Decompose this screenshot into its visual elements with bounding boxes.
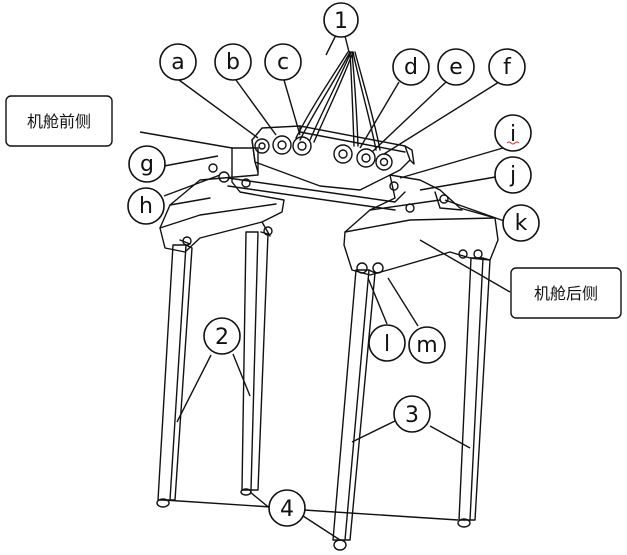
- text-boxes: [5, 95, 622, 319]
- beam-pins: [208, 135, 449, 213]
- leader-lines: [139, 34, 511, 541]
- label-3: 3: [405, 403, 419, 428]
- label-f: f: [503, 55, 512, 80]
- spellcheck-squiggle: [506, 141, 520, 145]
- label-1: 1: [334, 9, 348, 34]
- label-e: e: [449, 55, 463, 80]
- front-right-leg: [332, 269, 376, 551]
- label-texts: 1 a b c d e f g h i j k l m 2 3 4 机舱前侧 机…: [27, 9, 598, 522]
- label-m: m: [416, 333, 437, 358]
- front-left-leg: [156, 244, 193, 508]
- label-i: i: [510, 122, 516, 147]
- label-k: k: [515, 211, 528, 236]
- label-j: j: [509, 163, 516, 188]
- rear-right-leg: [457, 257, 491, 528]
- label-b: b: [226, 50, 240, 75]
- label-h: h: [139, 194, 153, 219]
- label-c: c: [277, 50, 289, 75]
- front-left-arm: [159, 147, 285, 253]
- label-4: 4: [280, 497, 294, 522]
- label-2: 2: [215, 325, 229, 350]
- label-a: a: [171, 50, 184, 75]
- label-d: d: [404, 55, 418, 80]
- rear-left-leg: [240, 231, 269, 496]
- lifting-frame-drawing: [156, 51, 499, 551]
- label-l: l: [384, 332, 390, 357]
- rear-right-arm: [343, 174, 499, 276]
- top-beam: [227, 125, 415, 211]
- label-g: g: [140, 152, 154, 177]
- label-circles: [127, 2, 540, 527]
- label-cabin-rear: 机舱后侧: [534, 284, 598, 303]
- label-cabin-front: 机舱前侧: [27, 112, 91, 131]
